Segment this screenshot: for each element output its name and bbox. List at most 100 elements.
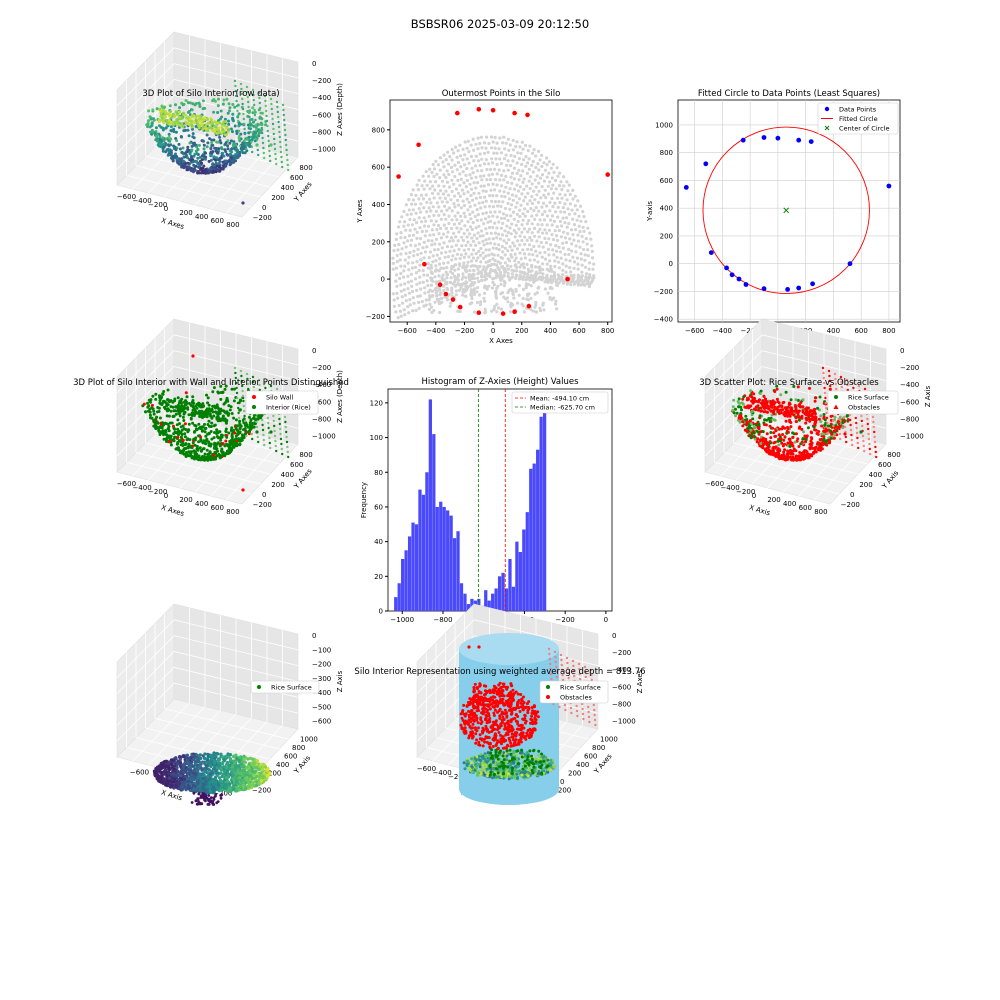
data-point [285,440,289,444]
data-point [822,415,826,419]
data-point [471,220,475,225]
data-point [272,414,275,418]
data-point [843,425,847,429]
data-point [490,286,494,290]
data-point [433,188,437,192]
histogram-bar [539,416,543,611]
data-point [488,178,493,182]
data-point [553,178,558,183]
data-point [465,146,469,150]
data-point [555,196,560,200]
data-point [439,217,443,221]
data-point [226,153,230,157]
data-point [271,117,274,121]
data-point [203,422,206,426]
data-point [473,281,477,285]
y-tick-label: 800 [299,451,312,459]
histogram-bar [542,406,547,611]
x-tick-label: 400 [195,213,208,221]
data-point [496,260,500,264]
data-point [541,245,545,249]
data-point [197,434,200,438]
data-point [248,120,251,124]
data-point [406,223,410,227]
data-point [567,252,571,257]
data-point [185,400,189,404]
data-point [180,165,184,169]
data-point [576,233,580,237]
histogram-bar [401,558,405,611]
data-point [431,294,435,298]
data-point [523,271,527,276]
data-point [503,267,507,271]
data-point [257,440,260,444]
data-point [542,218,547,222]
data-point [530,201,535,206]
data-point [448,270,453,274]
data-point [285,143,288,147]
data-point [252,124,256,128]
data-point [529,273,533,277]
data-point [402,224,406,228]
data-point [264,99,267,103]
data-point [819,420,823,424]
data-point [206,432,210,436]
data-point [414,271,418,275]
data-point [278,135,281,139]
data-point [536,162,540,166]
data-point [740,408,743,412]
data-point [179,159,183,163]
data-point [407,268,411,272]
data-point [161,149,165,153]
data-point [411,309,415,313]
data-point [483,278,487,282]
data-point [234,159,238,163]
data-point [466,190,470,194]
data-point [190,144,194,148]
data-point [591,267,595,271]
data-point [482,296,486,300]
data-point [429,305,433,309]
data-point [456,282,460,286]
data-point [408,228,412,232]
data-point [515,247,520,251]
data-point [540,275,544,280]
data-point [241,107,245,111]
data-point [469,217,473,221]
data-point [576,199,580,203]
data-point [236,114,239,118]
data-point [532,258,537,262]
x-axis-label: X Axes [489,337,513,345]
data-point [452,222,457,226]
data-point [564,270,568,274]
data-point [510,171,514,175]
data-point [178,115,182,119]
data-point [233,366,237,370]
data-point [816,406,820,410]
data-point [182,102,186,106]
data-point [456,160,461,165]
data-point [218,408,222,412]
data-point [482,256,486,260]
data-point [428,197,432,201]
data-point [491,205,496,209]
data-point [280,160,283,164]
data-point [441,192,445,196]
data-point [447,185,452,189]
data-point [225,159,228,163]
data-point [454,289,458,293]
data-point [454,293,458,297]
data-point [491,225,495,230]
data-point [555,166,559,170]
outermost-point [416,142,421,148]
data-point [530,265,534,269]
data-point [857,446,860,450]
data-point [218,139,222,142]
data-point [227,127,231,131]
data-point [860,414,863,418]
data-point [545,204,549,208]
data-point [457,288,462,292]
data-point [463,140,467,144]
data-point [866,422,869,426]
data-point [213,146,217,150]
